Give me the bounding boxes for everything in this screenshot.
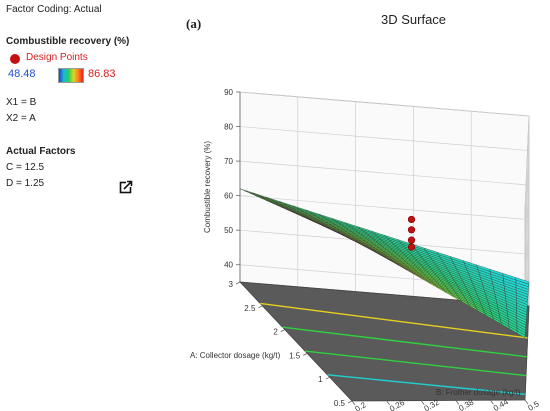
y-tick-label: 3 [229,280,234,289]
x-tick-label: 0.5 [527,399,542,411]
floor-contour-line [282,326,527,358]
x2-assignment: X2 = A [6,113,36,124]
y-tick-mark [325,376,330,380]
response-title: Combustible recovery (%) [6,36,130,47]
design-point [407,236,416,244]
x1-assignment: X1 = B [6,97,37,108]
y-tick-label: 0.5 [334,399,346,408]
surface-cell [516,330,526,339]
z-tick-label: 90 [224,88,233,97]
y-tick-mark [303,353,308,356]
x-tick-mark [455,400,460,405]
design-point-legend-icon [10,54,20,64]
x-tick-mark [420,400,425,405]
z-tick-label: 40 [224,261,233,270]
response-surface [239,188,530,339]
y-axis-label: A: Collector dosage (kg/t) [190,351,281,360]
design-points [407,215,416,251]
y-tick-label: 2.5 [244,304,256,313]
plot-floor [238,281,530,402]
z-tick-label: 50 [224,226,233,235]
color-scale-bar [58,68,84,83]
y-tick-mark [280,329,285,332]
z-tick-label: 70 [224,157,233,166]
y-tick-label: 1.5 [289,351,301,360]
x-tick-mark [386,400,390,406]
y-tick-mark [347,400,353,404]
legend-max-value: 86.83 [88,68,116,80]
chart-title: 3D Surface [381,12,447,27]
x-axis-label: B: Frother dosage (kg/t) [436,388,521,397]
design-point [407,243,416,251]
x-tick-mark [351,400,356,406]
y-tick-label: 2 [273,328,278,337]
floor-contour-line [327,374,526,396]
y-tick-mark [258,305,263,309]
z-axis-label: Combustible recovery (%) [203,141,212,233]
factor-coding-label: Factor Coding: Actual [6,4,102,15]
legend-min-value: 48.48 [8,68,36,80]
y-tick-mark [235,281,241,285]
design-point [407,215,416,224]
x-tick-mark [524,399,529,405]
surface-plot: 40 50 60 70 80 90 Combustible recovery (%) 0.5 1… [190,88,542,411]
x-tick-mark [490,399,494,405]
z-tick-label: 60 [224,192,233,201]
actual-factors-title: Actual Factors [6,146,76,157]
factor-d-value: D = 1.25 [6,178,45,189]
factor-c-value: C = 12.5 [6,162,45,173]
floor-contour-line [304,350,527,377]
external-link-icon[interactable] [119,180,133,194]
floor-plane [238,281,530,402]
design-point [407,226,416,234]
x-tick-label: 0.2 [354,400,369,411]
panel-label: (a) [186,16,202,31]
y-tick-label: 1 [318,375,323,384]
z-tick-label: 80 [224,123,233,132]
floor-contour-line [260,302,528,339]
side-panel: Factor Coding: Actual Combustible recove… [0,0,170,411]
design-points-label: Design Points [26,52,88,63]
